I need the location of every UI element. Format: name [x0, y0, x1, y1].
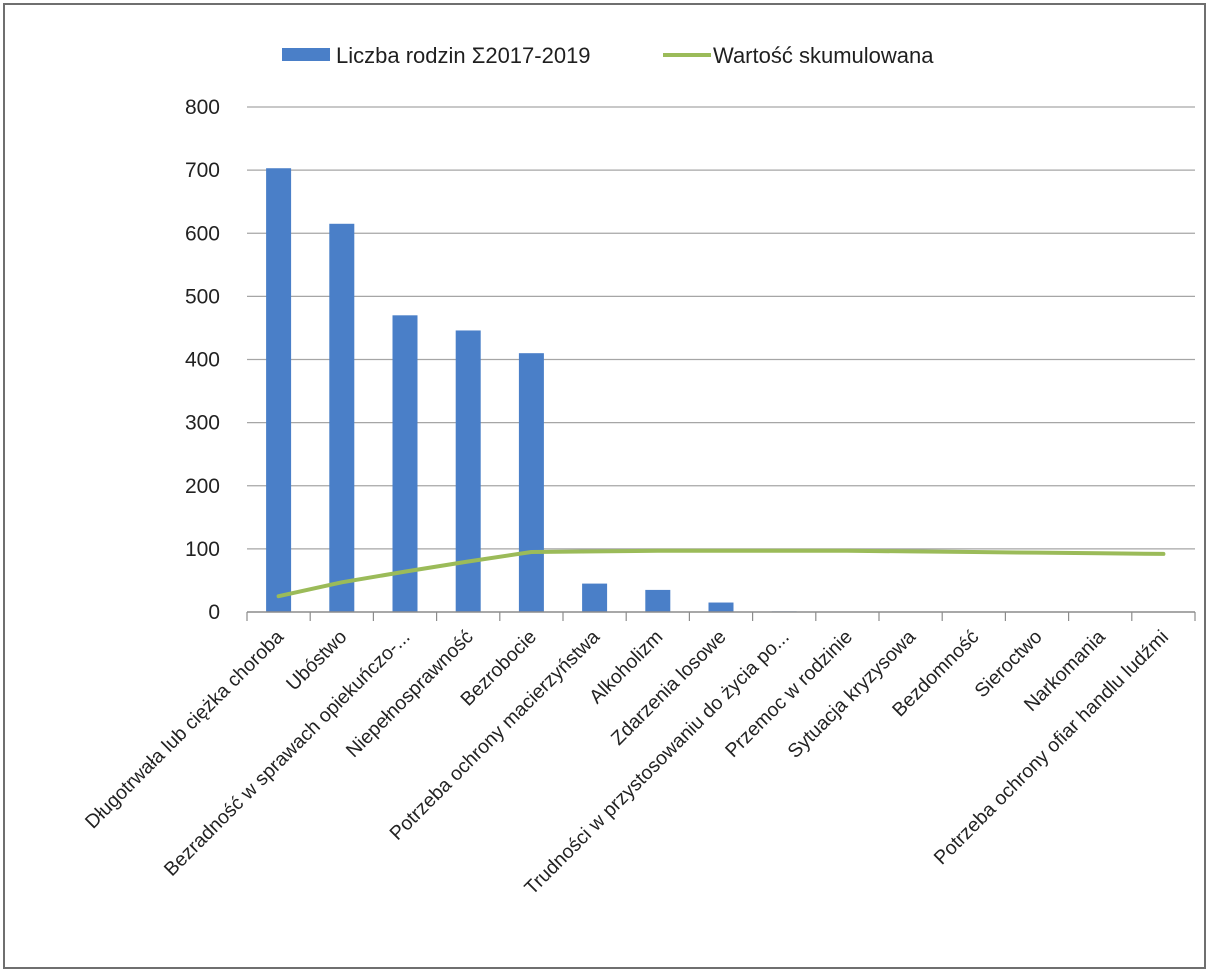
y-tick-label: 600 [185, 222, 220, 245]
x-category-label: Zdarzenia losowe [607, 626, 731, 750]
y-tick-label: 200 [185, 475, 220, 498]
x-axis-labels: Długotrwała lub ciężka chorobaUbóstwoBez… [81, 626, 1173, 899]
bar [266, 168, 292, 612]
y-tick-label: 400 [185, 349, 220, 372]
bar [582, 583, 608, 612]
bar [329, 223, 355, 612]
bar [392, 315, 418, 612]
x-category-label: Długotrwała lub ciężka choroba [81, 626, 288, 833]
bar [455, 330, 481, 612]
y-tick-label: 300 [185, 412, 220, 435]
y-tick-label: 500 [185, 285, 220, 308]
x-category-label: Potrzeba ochrony ofiar handlu ludźmi [930, 626, 1173, 869]
legend: Liczba rodzin Σ2017-2019 Wartość skumulo… [282, 43, 934, 68]
x-axis [246, 611, 1196, 621]
bar [518, 353, 544, 612]
gridlines [247, 106, 1195, 550]
legend-bar-swatch [282, 48, 330, 61]
y-axis-ticks: 0 100 200 300 400 500 600 700 800 [185, 96, 220, 624]
y-tick-label: 800 [185, 96, 220, 119]
legend-line-label: Wartość skumulowana [713, 43, 934, 68]
y-tick-label: 700 [185, 159, 220, 182]
y-tick-label: 100 [185, 538, 220, 561]
y-tick-label: 0 [208, 601, 220, 624]
cumulative-line-series [276, 548, 1166, 599]
legend-bar-label: Liczba rodzin Σ2017-2019 [336, 43, 591, 68]
bar [708, 602, 734, 612]
bar [645, 589, 671, 612]
bar-series [266, 168, 797, 612]
x-category-label: Bezradność w sprawach opiekuńczo-... [160, 626, 415, 881]
cumulative-line [276, 548, 1166, 599]
